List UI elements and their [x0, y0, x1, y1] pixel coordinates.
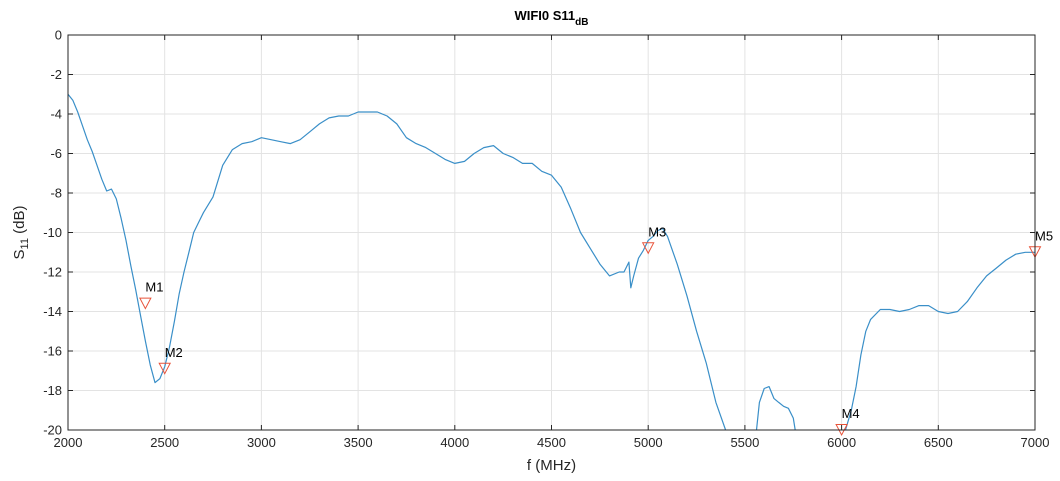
marker-m2-label: M2 [165, 345, 183, 360]
y-tick-label: 0 [55, 28, 62, 43]
ticks: 2000 2500 3000 3500 4000 4500 5000 5500 6000 6500… [43, 28, 1049, 451]
y-tick-label: -18 [43, 383, 62, 398]
data-layer [67, 93, 1035, 431]
x-tick-label: 2500 [150, 435, 179, 450]
y-axis-label-unit: (dB) [11, 206, 28, 239]
series-line [755, 386, 796, 431]
y-tick-label: -20 [43, 423, 62, 438]
x-tick-label: 3500 [344, 435, 373, 450]
y-axis-label: S11 (dB) [11, 206, 31, 260]
marker-m2-triangle [158, 362, 172, 375]
marker-m3-label: M3 [648, 224, 666, 239]
x-tick-label: 5000 [634, 435, 663, 450]
chart-title: WIFI0 S11dB [514, 8, 588, 28]
x-tick-label: 4000 [440, 435, 469, 450]
marker-m1-label: M1 [145, 280, 163, 295]
x-tick-label: 4500 [537, 435, 566, 450]
marker-m5-label: M5 [1035, 228, 1053, 243]
y-tick-label: -12 [43, 265, 62, 280]
chart-title-main: WIFI0 S11 [514, 8, 575, 23]
marker-m3-triangle [641, 242, 655, 255]
markers: M1 M2 M3 M4 M5 [139, 224, 1053, 437]
x-tick-label: 2000 [54, 435, 83, 450]
series-line [67, 93, 727, 431]
y-axis-label-main: S [11, 249, 28, 259]
x-tick-label: 3000 [247, 435, 276, 450]
marker-m4-label: M4 [842, 406, 860, 421]
x-tick-label: 6000 [827, 435, 856, 450]
y-tick-label: -2 [50, 67, 62, 82]
grid [67, 34, 1036, 431]
y-tick-label: -4 [50, 107, 62, 122]
chart-title-subscript: dB [575, 17, 588, 28]
marker-m1-triangle [139, 297, 152, 310]
x-tick-label: 7000 [1021, 435, 1050, 450]
series-line [844, 251, 1035, 431]
y-tick-label: -6 [50, 146, 62, 161]
y-axis-label-subscript: 11 [19, 238, 31, 249]
x-tick-label: 6500 [924, 435, 953, 450]
y-tick-label: -16 [43, 344, 62, 359]
y-tick-label: -8 [50, 186, 62, 201]
x-axis-label: f (MHz) [527, 457, 576, 474]
x-tick-label: 5500 [730, 435, 759, 450]
y-tick-label: -10 [43, 225, 62, 240]
y-tick-label: -14 [43, 304, 62, 319]
